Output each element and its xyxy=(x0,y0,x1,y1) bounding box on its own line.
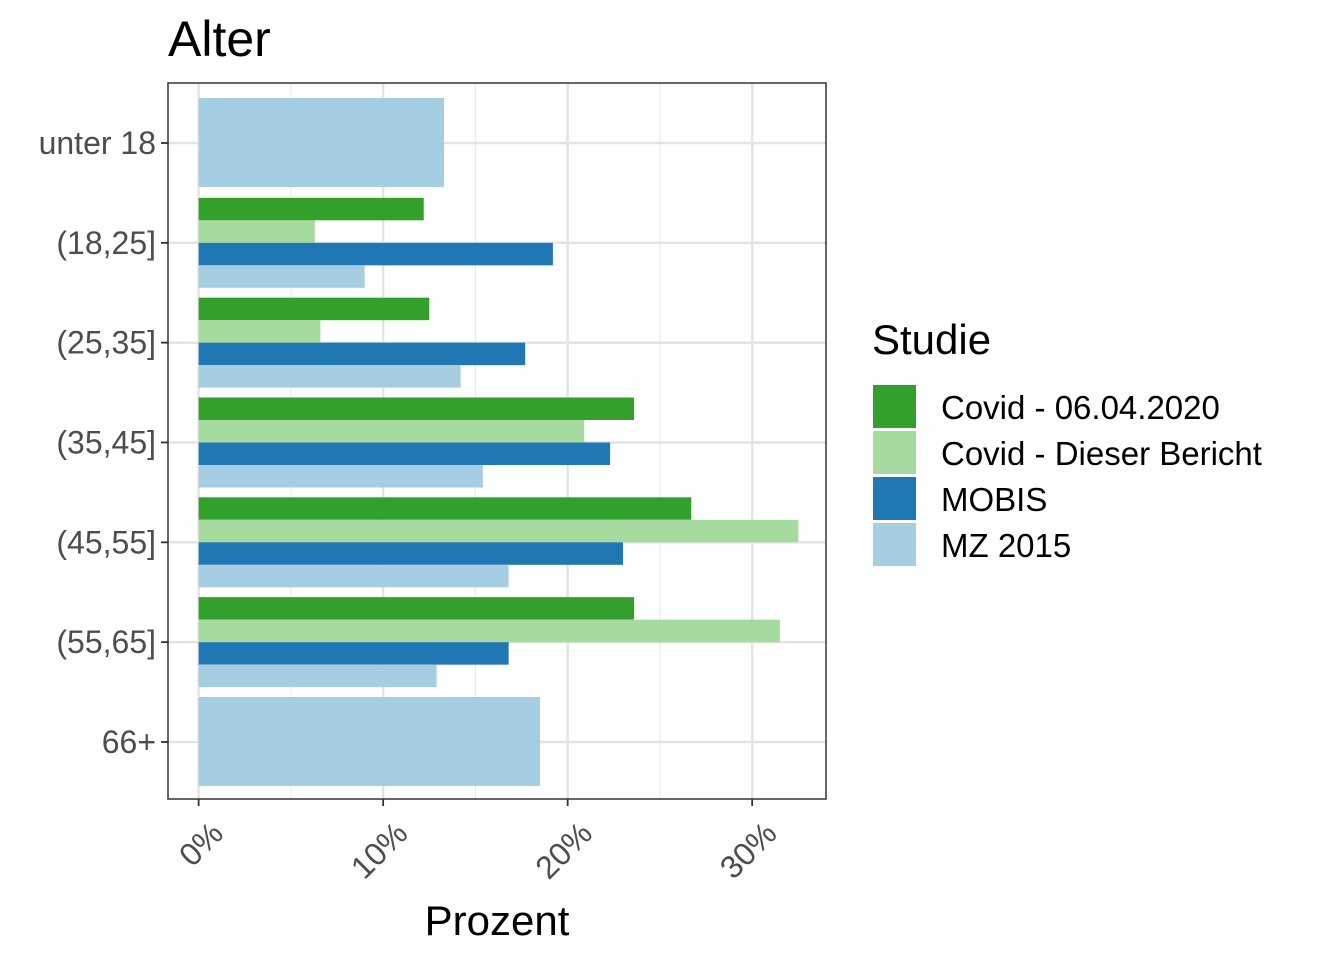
legend-label: Covid - Dieser Bericht xyxy=(941,435,1262,472)
bar-mobis-5 xyxy=(198,642,509,665)
y-tick-label: (35,45] xyxy=(56,424,156,460)
legend: Studie Covid - 06.04.2020 Covid - Dieser … xyxy=(872,316,1262,566)
bar-covid-dieser-bericht-3 xyxy=(198,419,585,443)
y-tick-label: (45,55] xyxy=(56,524,156,560)
plot-panel-border xyxy=(167,82,827,800)
bar-mobis-1 xyxy=(198,242,553,266)
y-tick-label: unter 18 xyxy=(39,125,156,161)
y-tick-label: (25,35] xyxy=(56,325,156,361)
chart-title: Alter xyxy=(168,11,271,67)
y-tick-label: (18,25] xyxy=(56,225,156,261)
bar-mz-2015-2 xyxy=(198,365,461,388)
legend-key xyxy=(873,385,916,428)
x-axis-title: Prozent xyxy=(425,897,570,944)
x-tick-label: 10% xyxy=(344,815,415,886)
y-tick-label: 66+ xyxy=(102,724,156,760)
legend-label: Covid - 06.04.2020 xyxy=(941,389,1220,426)
legend-label: MOBIS xyxy=(941,481,1047,518)
bar-covid-dieser-bericht-5 xyxy=(198,619,780,643)
legend-key xyxy=(873,431,916,474)
bar-mz-2015-0 xyxy=(198,98,445,187)
legend-key xyxy=(873,477,916,520)
x-axis: 0% 10% 20% 30% xyxy=(172,799,784,886)
x-tick-label: 20% xyxy=(528,815,599,886)
bar-mz-2015-1 xyxy=(198,265,365,288)
legend-key xyxy=(873,523,916,566)
bar-covid-06-04-2020-3 xyxy=(198,397,635,420)
bar-covid-dieser-bericht-2 xyxy=(198,320,321,343)
bar-mz-2015-5 xyxy=(198,664,437,688)
bar-covid-dieser-bericht-1 xyxy=(198,220,315,243)
y-axis: unter 18 (18,25] (25,35] (35,45] (45,55] (55,… xyxy=(39,125,168,760)
bar-covid-dieser-bericht-4 xyxy=(198,519,799,543)
x-tick-label: 0% xyxy=(172,815,230,873)
bar-covid-06-04-2020-5 xyxy=(198,597,635,620)
legend-title: Studie xyxy=(872,316,991,363)
y-tick-label: (55,65] xyxy=(56,624,156,660)
bar-mobis-4 xyxy=(198,542,624,565)
bar-covid-06-04-2020-2 xyxy=(198,297,430,321)
plot-bars xyxy=(198,98,799,786)
bar-mz-2015-6 xyxy=(198,696,540,786)
x-tick-label: 30% xyxy=(713,815,784,886)
bar-mz-2015-4 xyxy=(198,564,509,588)
bar-mobis-2 xyxy=(198,342,526,366)
legend-label: MZ 2015 xyxy=(941,527,1071,564)
bar-covid-06-04-2020-4 xyxy=(198,497,692,520)
bar-mz-2015-3 xyxy=(198,464,483,488)
bar-covid-06-04-2020-1 xyxy=(198,197,424,221)
bar-mobis-3 xyxy=(198,442,611,465)
